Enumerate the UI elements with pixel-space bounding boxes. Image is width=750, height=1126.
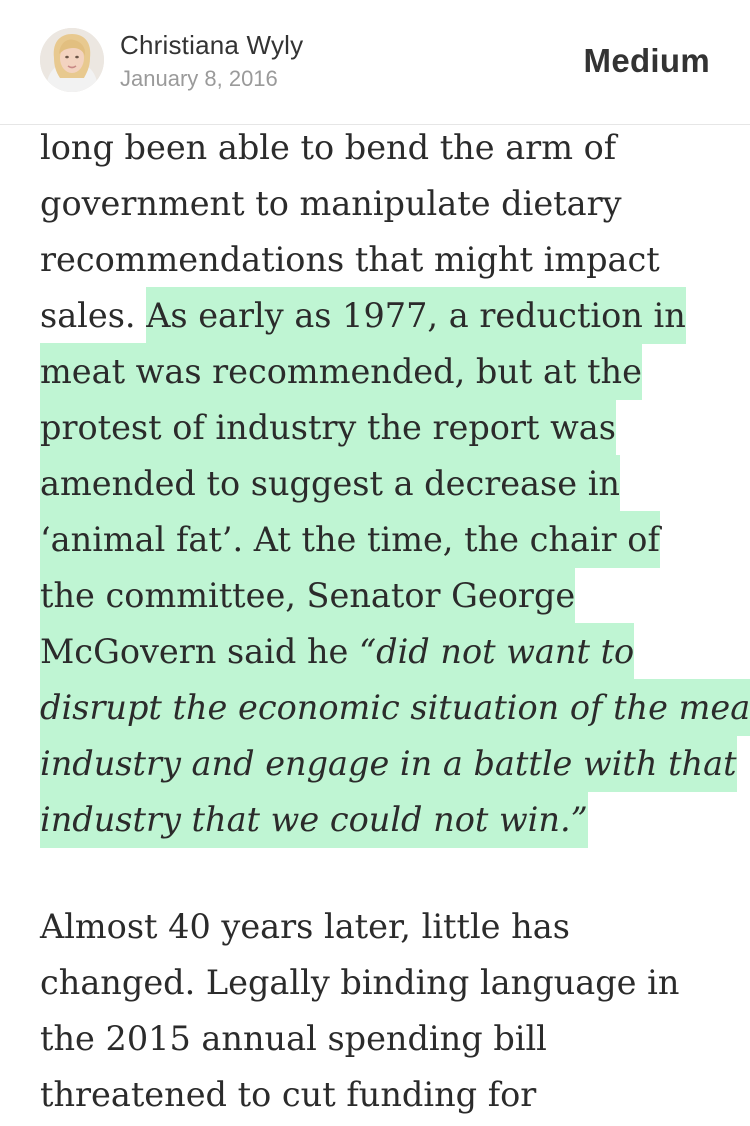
text-line: Almost 40 years later, little has [40, 907, 570, 946]
text-line: ‘animal fat’. At the time, the chair of [40, 511, 740, 568]
paragraph: long been able to bend the arm of govern… [40, 120, 750, 848]
text-line: threatened to cut funding for [40, 1075, 537, 1114]
post-header: Christiana Wyly January 8, 2016 Medium [0, 0, 750, 125]
text-line: amended to suggest a decrease in [40, 455, 740, 512]
medium-logo[interactable]: Medium [583, 42, 710, 79]
highlight[interactable]: disrupt the economic situation of the me… [40, 679, 750, 736]
text-line: the 2015 annual spending bill [40, 1019, 547, 1058]
author-avatar[interactable] [40, 28, 104, 92]
author-avatar-icon [40, 28, 104, 92]
post-date: January 8, 2016 [120, 66, 278, 91]
highlight[interactable]: amended to suggest a decrease in [40, 455, 620, 512]
highlight[interactable]: the committee, Senator George [40, 567, 576, 624]
highlight[interactable]: meat was recommended, but at the [40, 343, 642, 400]
text-line: the committee, Senator George [40, 567, 740, 624]
text-line: industry and engage in a battle with tha… [40, 735, 740, 792]
paragraph: Almost 40 years later, little has change… [40, 899, 740, 1123]
highlight[interactable]: McGovern said he “did not want to [40, 623, 635, 680]
text-line: meat was recommended, but at the [40, 343, 740, 400]
text-line: sales. As early as 1977, a reduction in [40, 287, 740, 344]
highlight[interactable]: protest of industry the report was [40, 399, 616, 456]
highlight[interactable]: industry and engage in a battle with tha… [40, 735, 737, 792]
text-line: recommendations that might impact [40, 240, 660, 279]
text-line: disrupt the economic situation of the me… [40, 679, 750, 736]
highlight[interactable]: ‘animal fat’. At the time, the chair of [40, 511, 660, 568]
text-line: long been able to bend the arm of [40, 128, 617, 167]
author-name[interactable]: Christiana Wyly [120, 30, 304, 60]
text-line: McGovern said he “did not want to [40, 623, 740, 680]
highlight[interactable]: As early as 1977, a reduction in [146, 287, 686, 344]
text-line: government to manipulate dietary [40, 184, 622, 223]
article-body: long been able to bend the arm of govern… [40, 120, 750, 1123]
highlight[interactable]: industry that we could not win.” [40, 791, 588, 848]
paragraph-gap [40, 848, 740, 899]
text-line: industry that we could not win.” [40, 791, 740, 848]
text-line: protest of industry the report was [40, 399, 740, 456]
text-line: changed. Legally binding language in [40, 963, 680, 1002]
